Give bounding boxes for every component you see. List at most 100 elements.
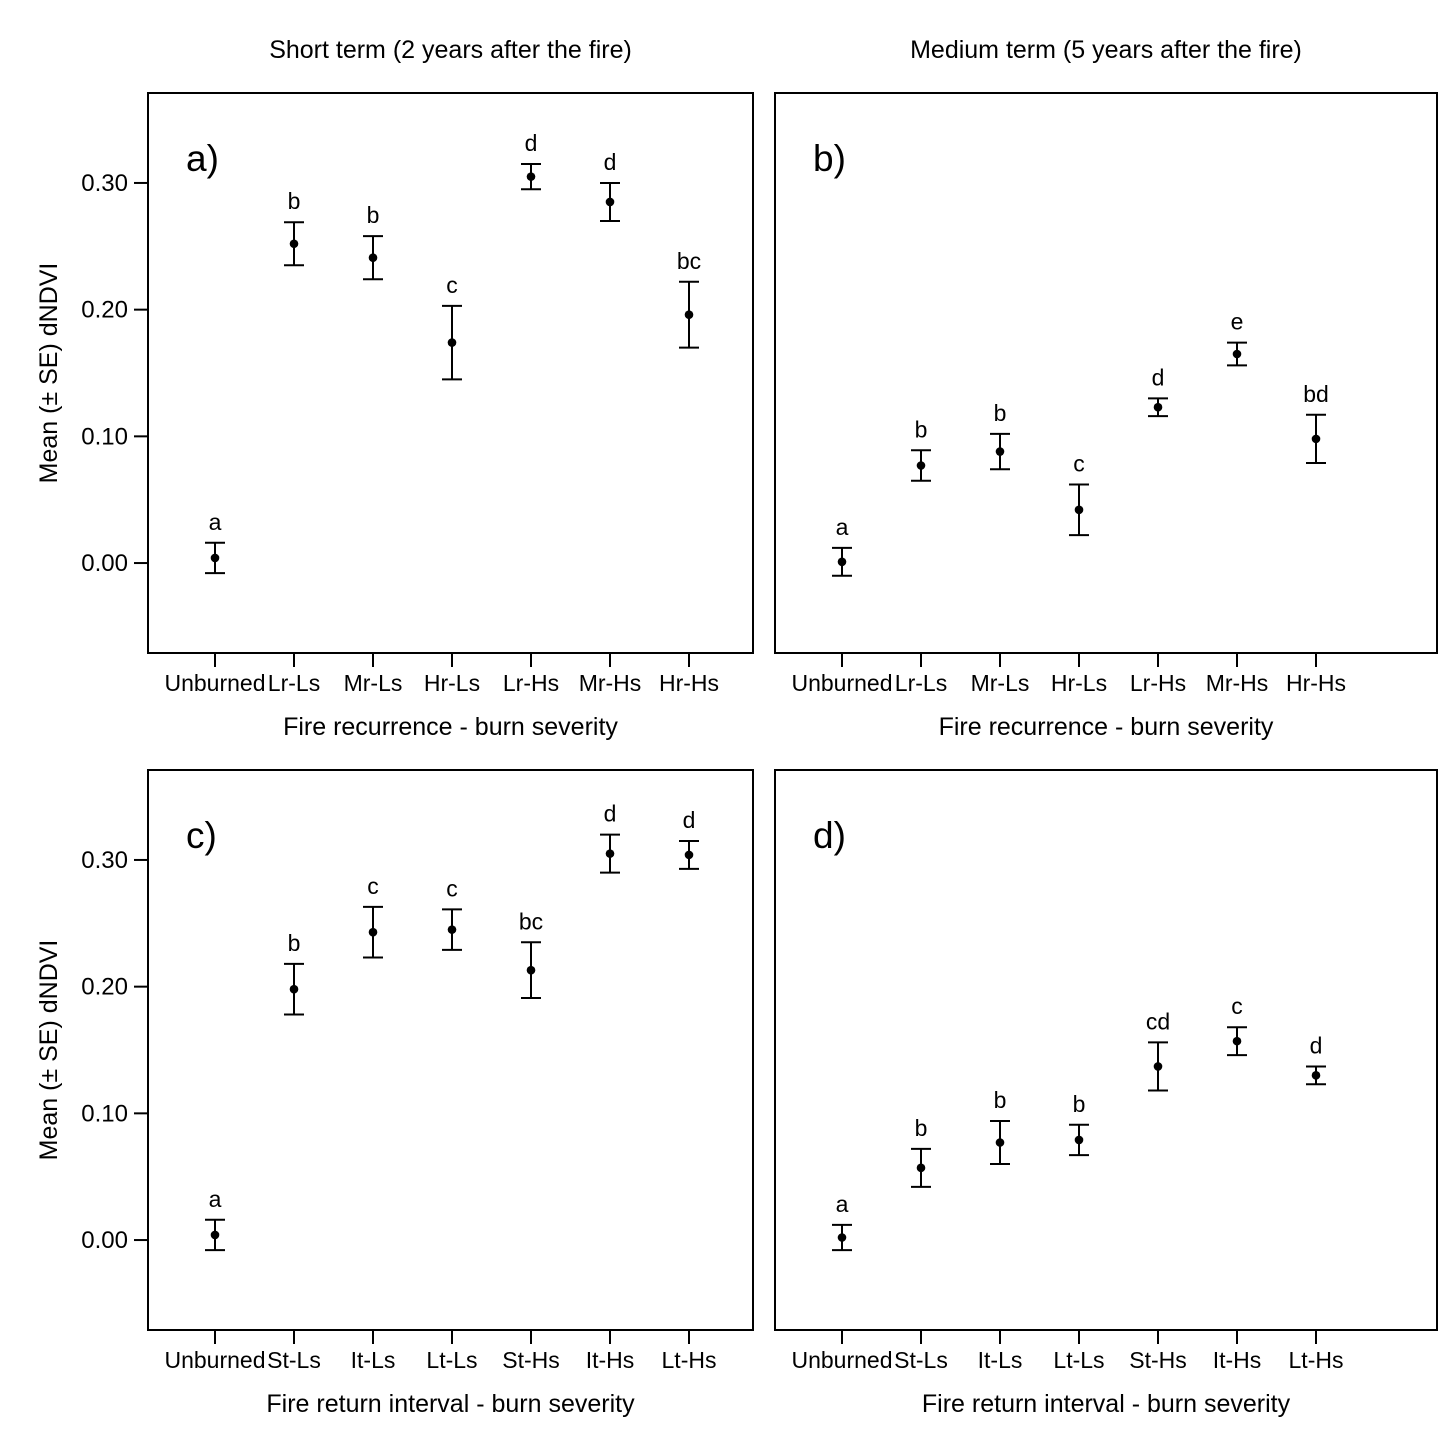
data-point: [289, 984, 299, 994]
x-tick-label: It-Hs: [586, 1347, 635, 1373]
significance-letter: c: [367, 873, 379, 899]
data-point: [368, 927, 378, 937]
data-point: [837, 1233, 847, 1242]
data-point: [447, 925, 457, 934]
panel-c: c) 0.00 0.10 0.20 0.30 Mean (± SE) dNDVI a Unbu…: [35, 769, 754, 1418]
significance-letter: b: [915, 1115, 928, 1141]
data-point: [1074, 505, 1084, 515]
x-tick-label: Lt-Hs: [662, 1347, 717, 1373]
data-point: [1153, 1062, 1163, 1071]
x-tick-label: Mr-Hs: [579, 670, 642, 696]
significance-letter: bc: [677, 248, 701, 274]
x-tick-label: Lr-Hs: [503, 670, 559, 696]
data-point: [1074, 1135, 1084, 1145]
x-tick-label: Hr-Hs: [1286, 670, 1346, 696]
significance-letter: c: [1073, 450, 1085, 476]
x-tick-label: St-Ls: [267, 1347, 321, 1373]
data-point: [837, 557, 847, 567]
significance-letter: d: [1310, 1032, 1323, 1058]
data-point: [210, 1230, 220, 1240]
significance-letter: a: [209, 1186, 222, 1212]
y-tick-label: 0.30: [81, 170, 128, 197]
data-point: [447, 338, 457, 347]
data-point: [916, 461, 926, 470]
y-tick-label: 0.30: [81, 847, 128, 874]
x-tick-label: Mr-Ls: [971, 670, 1030, 696]
data-point: [605, 849, 615, 858]
significance-letter: b: [994, 400, 1007, 426]
significance-letter: b: [915, 416, 928, 442]
x-axis-title: Fire return interval - burn severity: [266, 1390, 635, 1418]
data-point: [916, 1163, 926, 1173]
x-tick-label: Hr-Ls: [424, 670, 480, 696]
x-axis-title: Fire return interval - burn severity: [922, 1390, 1291, 1418]
data-point: [368, 253, 378, 263]
significance-letter: bc: [519, 908, 543, 934]
plot-frame: [774, 92, 1438, 654]
x-tick-label: Lr-Ls: [268, 670, 320, 696]
x-tick-label: Mr-Hs: [1206, 670, 1269, 696]
significance-letter: c: [446, 875, 458, 901]
y-tick-label: 0.20: [81, 974, 128, 1001]
significance-letter: b: [367, 202, 380, 228]
x-tick-label: Lr-Hs: [1130, 670, 1186, 696]
data-point: [210, 553, 220, 563]
x-tick-label: St-Hs: [1129, 1347, 1187, 1373]
panel-b: Medium term (5 years after the fire) b) a U…: [774, 36, 1438, 741]
significance-letter: a: [836, 1191, 849, 1217]
data-point: [1153, 402, 1163, 412]
data-point: [995, 447, 1005, 456]
significance-letter: bd: [1303, 381, 1329, 407]
significance-letter: b: [288, 188, 301, 214]
significance-letter: a: [209, 509, 222, 535]
data-point: [1232, 349, 1242, 359]
data-point: [1311, 434, 1321, 444]
significance-letter: c: [446, 272, 458, 298]
data-point: [289, 239, 299, 249]
significance-letter: d: [604, 149, 617, 175]
panel-letter: c): [186, 815, 217, 856]
significance-letter: d: [604, 801, 617, 827]
data-point: [526, 172, 536, 181]
x-tick-label: Lr-Ls: [895, 670, 947, 696]
y-tick-label: 0.20: [81, 297, 128, 324]
panel-a: Short term (2 years after the fire) a) 0.0…: [35, 36, 754, 741]
plot-frame: [147, 92, 754, 654]
significance-letter: cd: [1146, 1008, 1170, 1034]
x-tick-label: It-Hs: [1213, 1347, 1262, 1373]
x-tick-label: Lt-Ls: [426, 1347, 477, 1373]
significance-letter: c: [1231, 993, 1243, 1019]
x-tick-label: Unburned: [791, 1347, 892, 1373]
significance-letter: b: [994, 1087, 1007, 1113]
y-tick-label: 0.00: [81, 550, 128, 577]
panel-d: d) a Unburned b St-Ls b It-Ls b Lt-Ls cd St-Hs c It-…: [774, 769, 1438, 1418]
panel-title: Short term (2 years after the fire): [269, 36, 632, 64]
plot-frame: [147, 769, 754, 1331]
y-tick-label: 0.10: [81, 423, 128, 450]
data-point: [684, 310, 694, 320]
y-tick-label: 0.10: [81, 1100, 128, 1127]
y-axis-title: Mean (± SE) dNDVI: [35, 940, 63, 1161]
y-axis-title: Mean (± SE) dNDVI: [35, 263, 63, 484]
significance-letter: d: [1152, 364, 1165, 390]
x-tick-label: Lt-Ls: [1053, 1347, 1104, 1373]
x-tick-label: Hr-Hs: [659, 670, 719, 696]
significance-letter: b: [1073, 1091, 1086, 1117]
data-point: [605, 197, 615, 207]
significance-letter: a: [836, 514, 849, 540]
significance-letter: d: [525, 130, 538, 156]
y-tick-label: 0.00: [81, 1227, 128, 1254]
panel-letter: b): [813, 138, 846, 179]
panel-letter: a): [186, 138, 219, 179]
x-tick-label: Lt-Hs: [1289, 1347, 1344, 1373]
x-tick-label: St-Ls: [894, 1347, 948, 1373]
significance-letter: d: [683, 807, 696, 833]
panel-letter: d): [813, 815, 846, 856]
data-point: [1232, 1036, 1242, 1046]
plot-frame: [774, 769, 1438, 1331]
data-point: [526, 965, 536, 975]
x-tick-label: It-Ls: [351, 1347, 396, 1373]
data-point: [1311, 1071, 1321, 1080]
